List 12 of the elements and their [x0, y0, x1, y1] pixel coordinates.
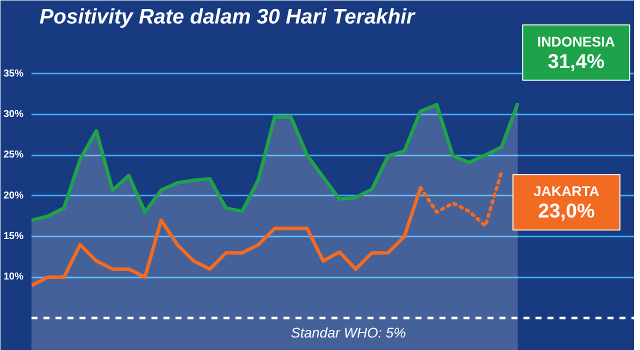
data-label: 31,4%: [548, 50, 605, 73]
text: JAKARTA: [533, 183, 600, 200]
y-tick-label: 25%: [3, 150, 24, 161]
y-tick-label: 20%: [3, 190, 24, 202]
data-label: 23,0%: [538, 200, 595, 223]
y-tick-label: 30%: [3, 108, 24, 120]
y-tick-label: 35%: [3, 68, 24, 80]
y-tick-label: 10%: [3, 272, 24, 283]
y-tick-label: 15%: [3, 231, 24, 242]
ref-line-label: Standar WHO: 5%: [290, 324, 406, 340]
chart-title: Positivity Rate dalam 30 Hari Terakhir: [40, 6, 416, 28]
text: INDONESIA: [537, 33, 616, 50]
